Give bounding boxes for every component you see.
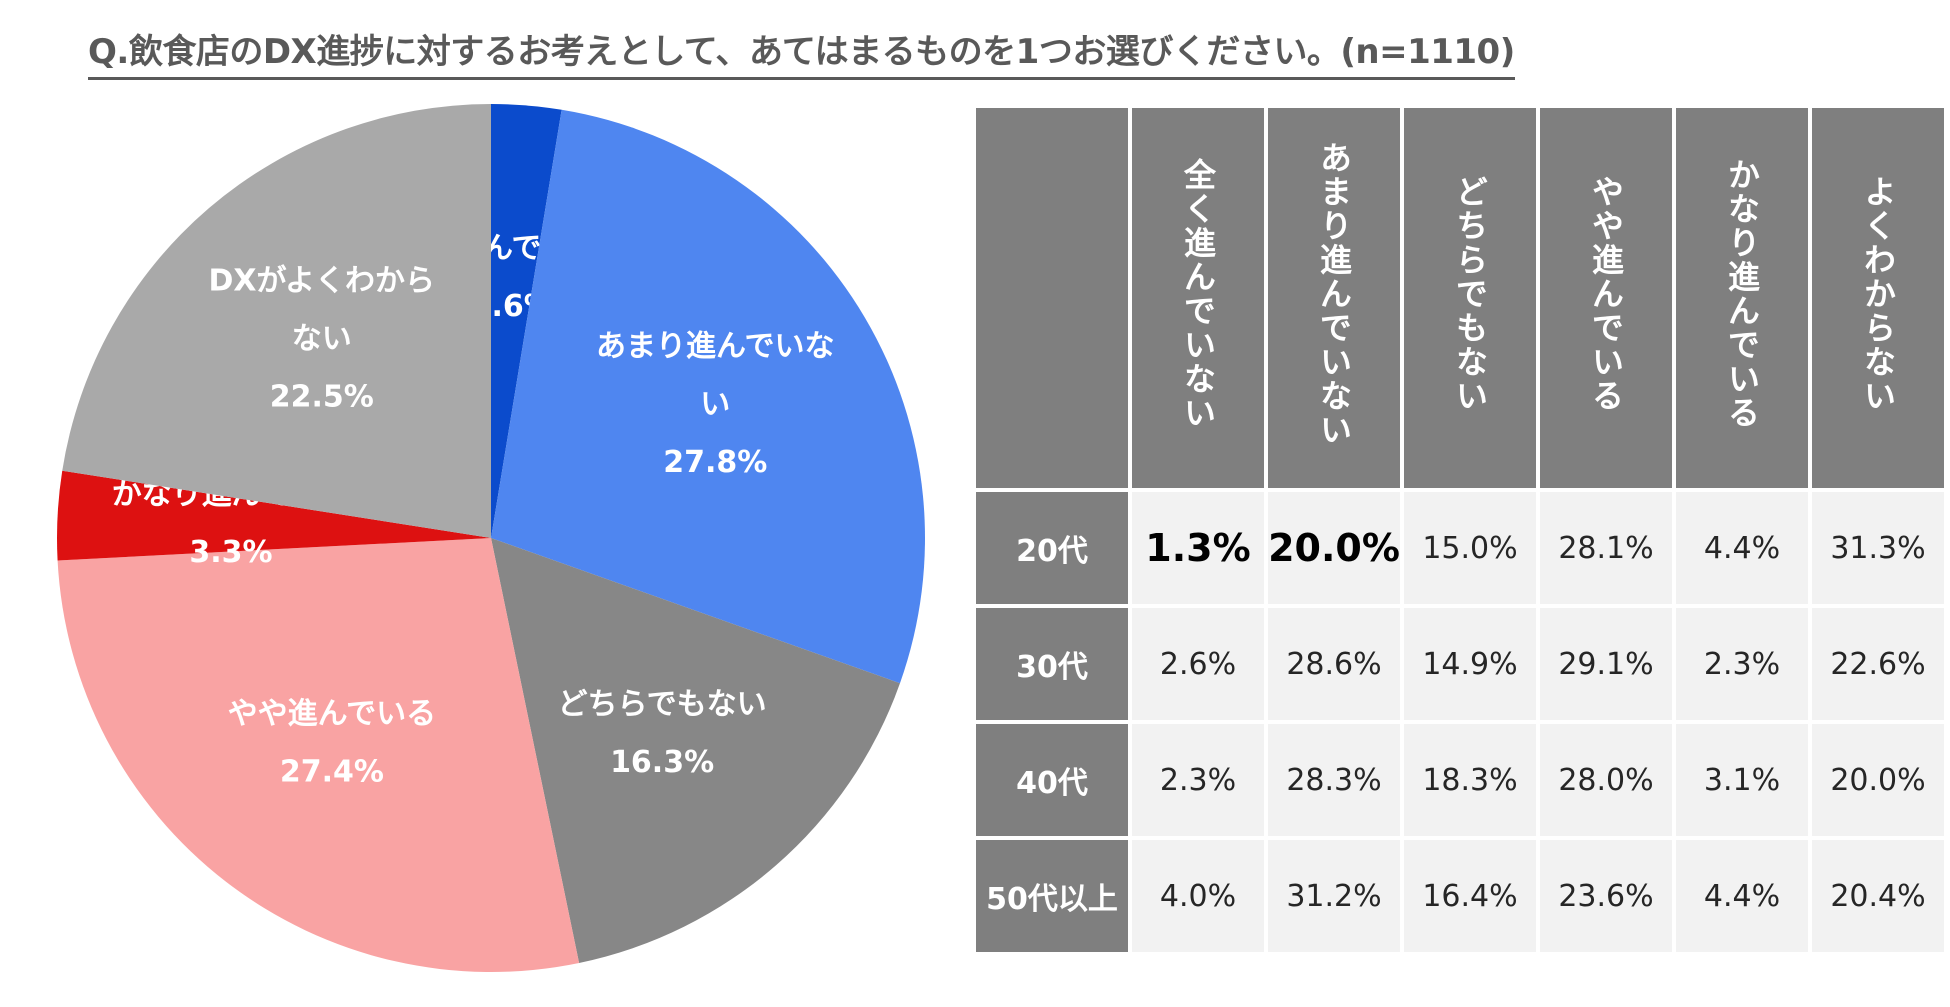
- table-row: 50代以上 4.0% 31.2% 16.4% 23.6% 4.4% 20.4%: [976, 840, 1944, 952]
- pie-category-label: やや進んでいる: [228, 697, 437, 732]
- pie-label: どちらでもない 16.3%: [558, 687, 767, 780]
- table-cell: 20.0%: [1268, 492, 1400, 604]
- pie-category-label: い: [700, 387, 730, 422]
- column-header: どちらでもない: [1404, 108, 1536, 488]
- column-header-label: かなり進んでいる: [1723, 158, 1761, 430]
- table-cell: 2.3%: [1132, 724, 1264, 836]
- page-title: Q.飲食店のDX進捗に対するお考えとして、あてはまるものを1つお選びください。(…: [88, 24, 1515, 80]
- column-header: かなり進んでいる: [1676, 108, 1808, 488]
- row-header: 40代: [976, 724, 1128, 836]
- pie-value-label: 22.5%: [270, 380, 374, 415]
- pie-value-label: 16.3%: [610, 745, 714, 780]
- column-header-label: よくわからない: [1859, 175, 1897, 413]
- pie-slice: [491, 538, 900, 963]
- data-table: 全く進んでいない あまり進んでいない どちらでもない やや進んでいる かなり進ん…: [972, 104, 1948, 956]
- pie-category-label: DXがよくわから: [208, 264, 435, 299]
- table-cell: 15.0%: [1404, 492, 1536, 604]
- table-cell: 31.3%: [1812, 492, 1944, 604]
- column-header-label: やや進んでいる: [1587, 175, 1625, 413]
- table-cell: 3.1%: [1676, 724, 1808, 836]
- table-cell: 4.4%: [1676, 840, 1808, 952]
- pie-value-label: 27.8%: [663, 445, 767, 480]
- row-header: 20代: [976, 492, 1128, 604]
- row-header: 30代: [976, 608, 1128, 720]
- column-header: あまり進んでいない: [1268, 108, 1400, 488]
- table-cell: 31.2%: [1268, 840, 1400, 952]
- row-header: 50代以上: [976, 840, 1128, 952]
- table-cell: 28.3%: [1268, 724, 1400, 836]
- table-cell: 22.6%: [1812, 608, 1944, 720]
- column-header-label: あまり進んでいない: [1315, 141, 1353, 447]
- pie-value-label: 3.3%: [189, 535, 272, 570]
- table-cell: 18.3%: [1404, 724, 1536, 836]
- column-header-label: どちらでもない: [1451, 175, 1489, 413]
- pie-slice: [491, 109, 925, 684]
- table-row: 40代 2.3% 28.3% 18.3% 28.0% 3.1% 20.0%: [976, 724, 1944, 836]
- pie-value-label: 27.4%: [280, 755, 384, 790]
- table-corner: [976, 108, 1128, 488]
- pie-chart: 全く進んでいない2.6%あまり進んでいない27.8%どちらでもない16.3%やや…: [57, 104, 925, 973]
- pie-label: やや進んでいる 27.4%: [228, 697, 437, 790]
- table-cell: 20.0%: [1812, 724, 1944, 836]
- pie-slice: [57, 470, 492, 561]
- table-row: 20代 1.3% 20.0% 15.0% 28.1% 4.4% 31.3%: [976, 492, 1944, 604]
- column-header: よくわからない: [1812, 108, 1944, 488]
- table-row: 30代 2.6% 28.6% 14.9% 29.1% 2.3% 22.6%: [976, 608, 1944, 720]
- pie-category-label: あまり進んでいな: [596, 329, 835, 364]
- table-cell: 20.4%: [1812, 840, 1944, 952]
- table-cell: 28.6%: [1268, 608, 1400, 720]
- pie-label: あまり進んでいない 27.8%: [596, 329, 835, 480]
- table-cell: 28.0%: [1540, 724, 1672, 836]
- table-cell: 4.0%: [1132, 840, 1264, 952]
- table-cell: 4.4%: [1676, 492, 1808, 604]
- pie-slice: [62, 104, 491, 538]
- pie-slice: [491, 104, 562, 538]
- table-cell: 29.1%: [1540, 608, 1672, 720]
- column-header-label: 全く進んでいない: [1179, 158, 1217, 430]
- table-header-row: 全く進んでいない あまり進んでいない どちらでもない やや進んでいる かなり進ん…: [976, 108, 1944, 488]
- table-cell: 2.6%: [1132, 608, 1264, 720]
- table-cell: 2.3%: [1676, 608, 1808, 720]
- table-cell: 14.9%: [1404, 608, 1536, 720]
- table-cell: 23.6%: [1540, 840, 1672, 952]
- table-cell: 28.1%: [1540, 492, 1672, 604]
- table-cell: 16.4%: [1404, 840, 1536, 952]
- column-header: やや進んでいる: [1540, 108, 1672, 488]
- pie-category-label: どちらでもない: [558, 687, 767, 722]
- table-cell: 1.3%: [1132, 492, 1264, 604]
- pie-category-label: ない: [292, 322, 352, 357]
- column-header: 全く進んでいない: [1132, 108, 1264, 488]
- pie-slice: [57, 538, 580, 973]
